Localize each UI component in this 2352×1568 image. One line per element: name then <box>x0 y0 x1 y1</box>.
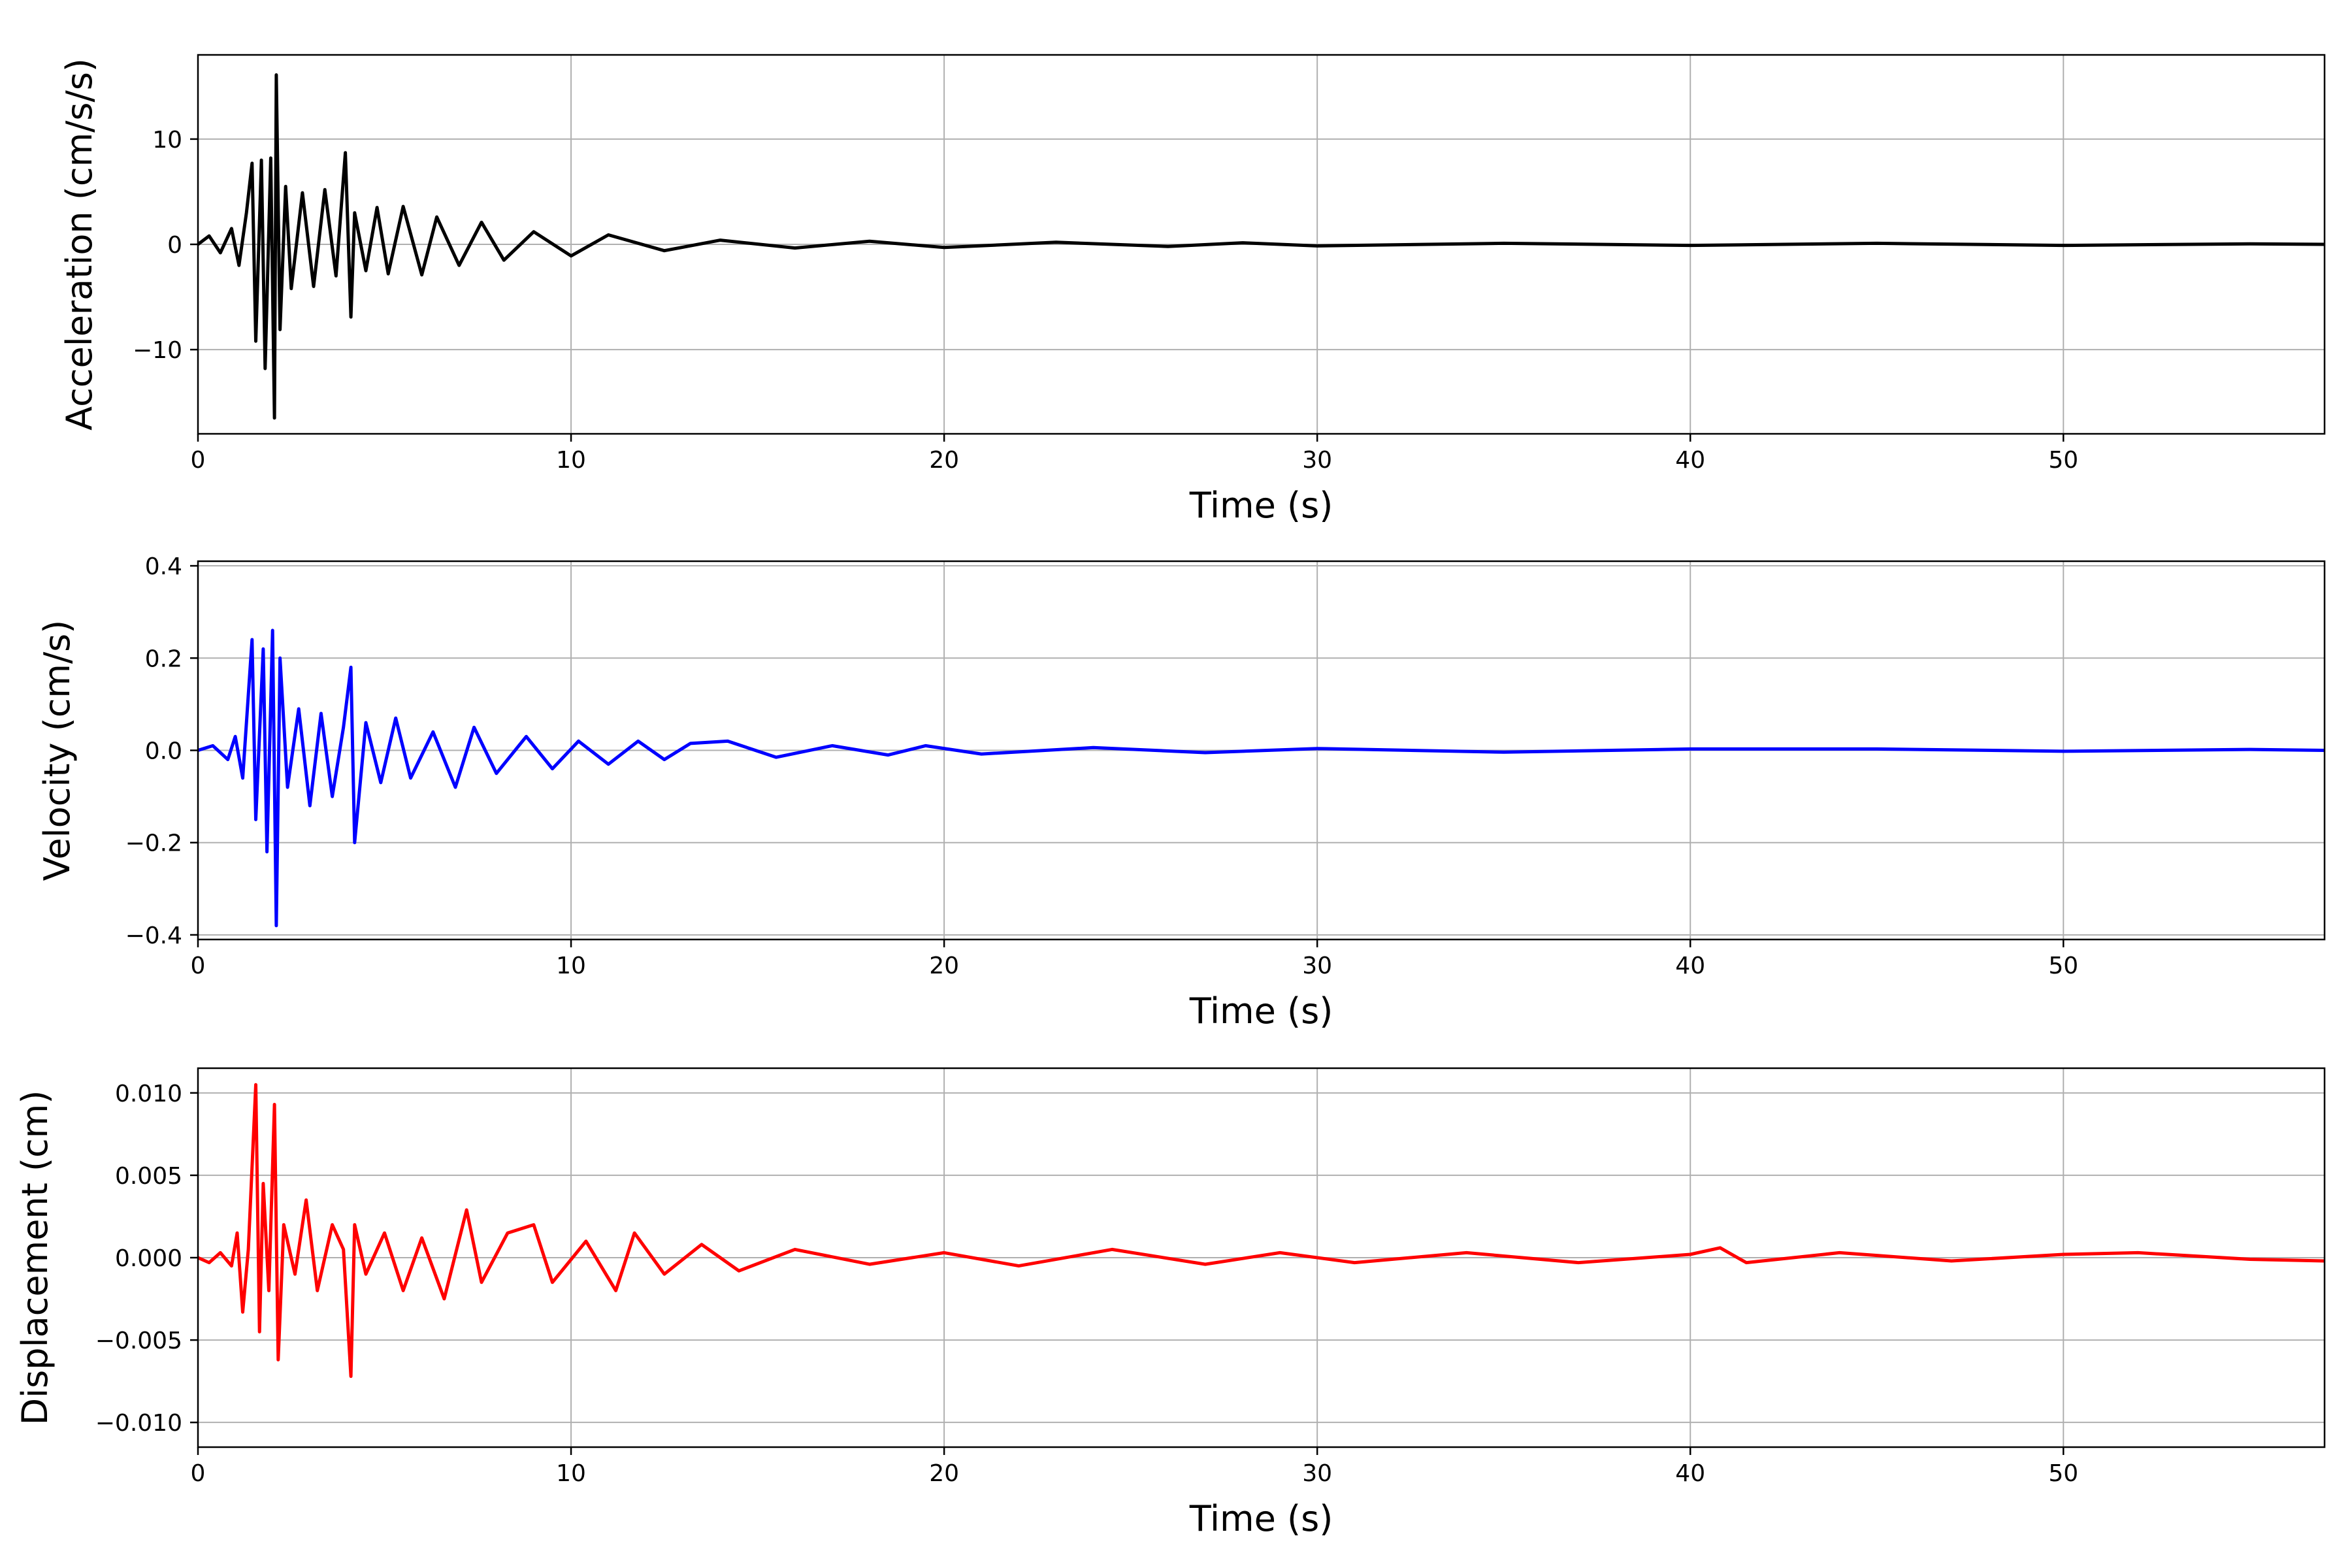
displacement-x-tick-label-2: 20 <box>929 1460 959 1487</box>
displacement-y-tick-label-2: 0.000 <box>115 1245 182 1272</box>
displacement-panel: 0 10 20 30 40 50 −0.010 −0.005 0.000 0.005 0.010 Ti… <box>14 1067 2326 1539</box>
acceleration-y-tick-label-0: −10 <box>133 337 182 364</box>
acceleration-x-tick-label-3: 30 <box>1302 447 1332 474</box>
acceleration-y-tick-label-1: 0 <box>167 232 182 259</box>
velocity-series-line <box>197 629 2325 928</box>
displacement-x-tick-label-0: 0 <box>191 1460 206 1487</box>
velocity-x-axis-label: Time (s) <box>1189 990 1333 1032</box>
velocity-y-tick-label-4: 0.4 <box>145 553 182 580</box>
displacement-y-axis-label: Displacement (cm) <box>14 1090 56 1426</box>
velocity-x-tick-label-4: 40 <box>1675 953 1705 979</box>
acceleration-series-line <box>197 73 2325 420</box>
acceleration-y-tick-label-2: 10 <box>152 127 182 154</box>
displacement-x-tick-label-3: 30 <box>1302 1460 1332 1487</box>
velocity-y-tick-label-0: −0.4 <box>125 923 182 949</box>
displacement-x-tick-label-4: 40 <box>1675 1460 1705 1487</box>
velocity-y-tick-label-2: 0.0 <box>145 738 182 765</box>
acceleration-panel: 0 10 20 30 40 50 −10 0 10 Time (s) Acceleration (c… <box>59 54 2326 526</box>
velocity-y-tick-label-1: −0.2 <box>125 830 182 857</box>
displacement-y-tick-label-4: 0.010 <box>115 1081 182 1107</box>
displacement-y-tick-label-3: 0.005 <box>115 1163 182 1190</box>
velocity-x-tick-label-3: 30 <box>1302 953 1332 979</box>
acceleration-x-tick-label-0: 0 <box>191 447 206 474</box>
acceleration-x-tick-label-4: 40 <box>1675 447 1705 474</box>
acceleration-y-axis-label: Acceleration (cm/s/s) <box>59 58 100 431</box>
acceleration-x-axis-label: Time (s) <box>1189 485 1333 526</box>
displacement-x-tick-label-1: 10 <box>556 1460 586 1487</box>
acceleration-x-tick-label-2: 20 <box>929 447 959 474</box>
displacement-series-line <box>197 1083 2325 1379</box>
acceleration-x-tick-label-1: 10 <box>556 447 586 474</box>
displacement-x-axis-label: Time (s) <box>1189 1498 1333 1539</box>
velocity-y-tick-label-3: 0.2 <box>145 645 182 672</box>
velocity-x-tick-label-1: 10 <box>556 953 586 979</box>
velocity-x-tick-label-2: 20 <box>929 953 959 979</box>
displacement-y-tick-label-1: −0.005 <box>95 1328 182 1354</box>
velocity-panel: 0 10 20 30 40 50 −0.4 −0.2 0.0 0.2 0.4 Time (s) Velo… <box>37 553 2326 1032</box>
velocity-y-axis-label: Velocity (cm/s) <box>37 620 78 881</box>
velocity-x-tick-label-0: 0 <box>191 953 206 979</box>
acceleration-x-tick-label-5: 50 <box>2048 447 2078 474</box>
velocity-x-tick-label-5: 50 <box>2048 953 2078 979</box>
displacement-x-tick-label-5: 50 <box>2048 1460 2078 1487</box>
displacement-y-tick-label-0: −0.010 <box>95 1410 182 1437</box>
